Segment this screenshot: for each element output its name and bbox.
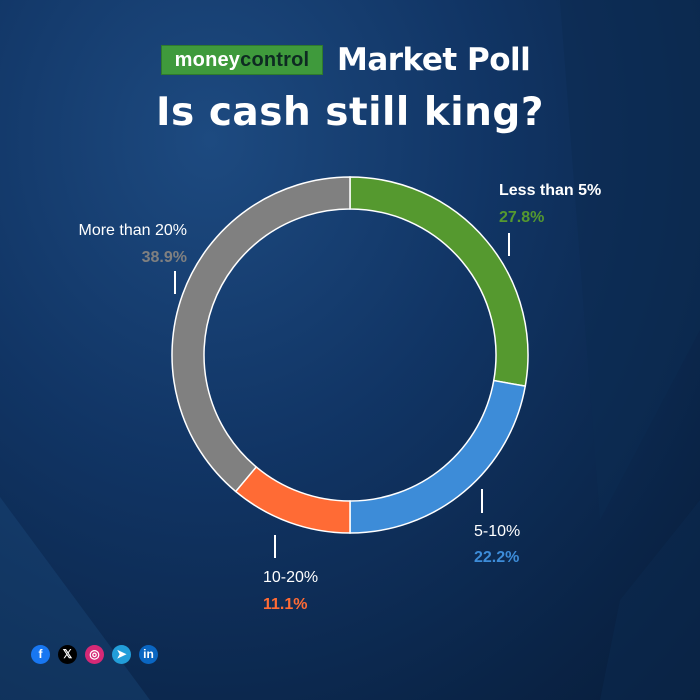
slice-label-5-10: 5-10% — [474, 523, 520, 540]
slice-more-than-20 — [171, 176, 351, 493]
slice-value-10-20: 11.1% — [263, 596, 307, 613]
slice-5-10 — [349, 379, 527, 534]
logo-text-money: money — [174, 49, 241, 71]
slice-label-less-than-5: Less than 5% — [499, 182, 601, 199]
linkedin-icon[interactable]: in — [139, 645, 158, 664]
slice-10-20 — [234, 465, 351, 534]
x-icon[interactable]: 𝕏 — [58, 645, 77, 664]
logo-text-control: control — [240, 49, 310, 71]
chart-title: Is cash still king? — [156, 90, 544, 135]
slice-label-10-20: 10-20% — [263, 569, 318, 586]
slice-label-more-than-20: More than 20% — [78, 222, 187, 239]
instagram-icon[interactable]: ◎ — [85, 645, 104, 664]
slice-value-less-than-5: 27.8% — [499, 209, 544, 226]
slice-value-5-10: 22.2% — [474, 549, 519, 566]
social-icons: f 𝕏 ◎ ➤ in — [31, 645, 158, 665]
moneycontrol-logo: moneycontrol — [161, 45, 323, 75]
telegram-icon[interactable]: ➤ — [112, 645, 131, 664]
facebook-icon[interactable]: f — [31, 645, 50, 664]
header: moneycontrol Market Poll — [0, 40, 700, 82]
poll-label: Market Poll — [337, 42, 531, 78]
slice-value-more-than-20: 38.9% — [142, 249, 187, 266]
